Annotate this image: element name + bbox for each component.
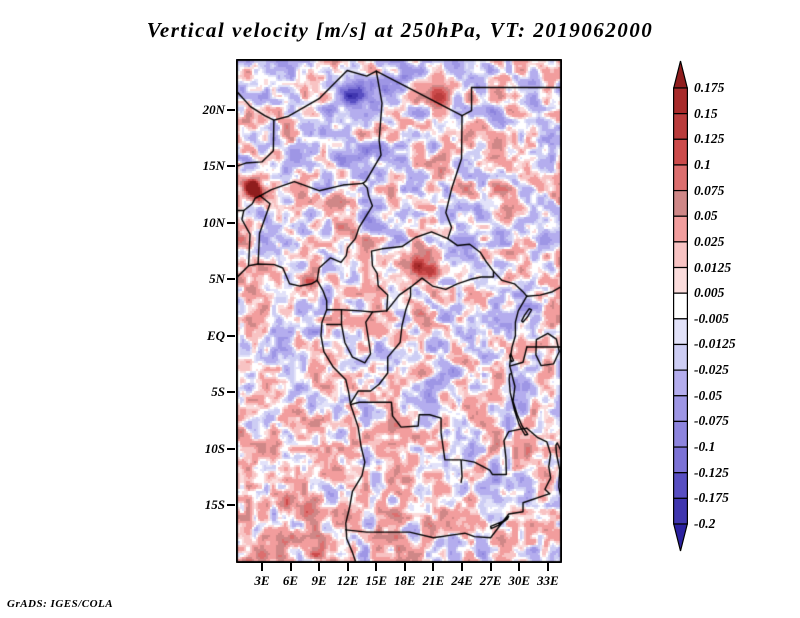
colorbar-label: -0.175 xyxy=(694,490,729,506)
x-tick-label: 27E xyxy=(479,573,502,588)
x-tick-mark xyxy=(318,563,321,571)
colorbar-label: 0.005 xyxy=(694,285,725,301)
colorbar-label: 0.0125 xyxy=(694,259,732,275)
x-tick-mark xyxy=(346,563,349,571)
y-tick-label: 20N xyxy=(202,102,225,117)
x-tick-label: 15E xyxy=(365,573,388,588)
x-tick-mark xyxy=(489,563,492,571)
colorbar-segment xyxy=(673,138,689,166)
colorbar-segment xyxy=(673,292,689,320)
x-tick-mark xyxy=(432,563,435,571)
y-tick-label: EQ xyxy=(206,327,225,343)
colorbar-segment xyxy=(673,343,689,371)
colorbar-label: -0.125 xyxy=(694,464,729,480)
colorbar-segment xyxy=(673,215,689,243)
colorbar-label: 0.175 xyxy=(694,80,725,95)
colorbar-label: 0.025 xyxy=(694,233,725,249)
y-tick-mark xyxy=(227,278,235,281)
colorbar-segment xyxy=(673,369,689,397)
y-tick-label: 10N xyxy=(202,214,225,230)
y-tick-mark xyxy=(227,503,235,506)
x-tick-mark xyxy=(289,563,292,571)
colorbar-segment xyxy=(673,472,689,499)
y-tick-label: 10S xyxy=(204,440,225,456)
x-tick-mark xyxy=(518,563,521,571)
colorbar-segment xyxy=(673,420,689,448)
x-tick-label: 9E xyxy=(311,573,327,588)
y-tick-label: 15S xyxy=(204,496,225,512)
colorbar-segment xyxy=(673,318,689,346)
colorbar-label: -0.025 xyxy=(694,362,729,378)
colorbar-arrow-up xyxy=(672,60,689,89)
colorbar-segment xyxy=(673,241,689,269)
colorbar-label: 0.15 xyxy=(694,105,718,121)
y-tick-label: 5S xyxy=(211,384,225,400)
colorbar-label: -0.005 xyxy=(694,310,729,326)
x-tick-label: 18E xyxy=(394,573,416,588)
colorbar-segment xyxy=(673,189,689,217)
colorbar-svg xyxy=(672,60,689,552)
y-tick-mark xyxy=(227,391,235,394)
y-tick-mark xyxy=(227,165,235,168)
colorbar-segment xyxy=(673,87,689,115)
y-tick-label: 5N xyxy=(209,271,225,287)
colorbar-label: 0.125 xyxy=(694,131,725,147)
colorbar-label: -0.0125 xyxy=(694,336,736,352)
x-tick-label: 24E xyxy=(451,573,473,588)
colorbar-label: 0.1 xyxy=(694,156,711,172)
colorbar-label: -0.075 xyxy=(694,413,729,429)
colorbar-label: -0.2 xyxy=(694,516,716,531)
plot-title: Vertical velocity [m/s] at 250hPa, VT: 2… xyxy=(146,18,654,42)
y-tick-label: 15N xyxy=(202,158,225,174)
x-tick-mark xyxy=(546,563,549,571)
x-tick-label: 33E xyxy=(536,573,559,588)
velocity-field-canvas xyxy=(236,59,562,563)
colorbar-segment xyxy=(673,395,689,423)
y-tick-mark xyxy=(227,221,235,224)
colorbar-label: -0.05 xyxy=(694,387,723,403)
colorbar-segment xyxy=(673,113,689,140)
colorbar xyxy=(672,60,689,552)
x-tick-label: 12E xyxy=(336,573,359,588)
colorbar-label: -0.1 xyxy=(694,439,716,455)
x-tick-label: 30E xyxy=(508,573,531,588)
x-tick-mark xyxy=(461,563,464,571)
grads-attribution: GrADS: IGES/COLA xyxy=(7,598,114,610)
colorbar-segment xyxy=(673,266,689,294)
map-plot-area xyxy=(236,59,562,563)
colorbar-segment xyxy=(673,446,689,474)
x-tick-mark xyxy=(403,563,406,571)
colorbar-label: 0.075 xyxy=(694,182,725,198)
colorbar-label: 0.05 xyxy=(694,208,718,224)
colorbar-segment xyxy=(673,164,689,192)
colorbar-arrow-down xyxy=(672,523,689,552)
colorbar-segment xyxy=(673,497,689,525)
x-tick-label: 21E xyxy=(422,573,445,588)
x-tick-label: 3E xyxy=(254,573,270,588)
y-tick-mark xyxy=(227,109,235,111)
x-tick-label: 6E xyxy=(282,573,299,588)
x-tick-mark xyxy=(260,563,263,571)
x-tick-mark xyxy=(375,563,378,571)
y-tick-mark xyxy=(227,334,235,337)
y-tick-mark xyxy=(227,447,235,450)
